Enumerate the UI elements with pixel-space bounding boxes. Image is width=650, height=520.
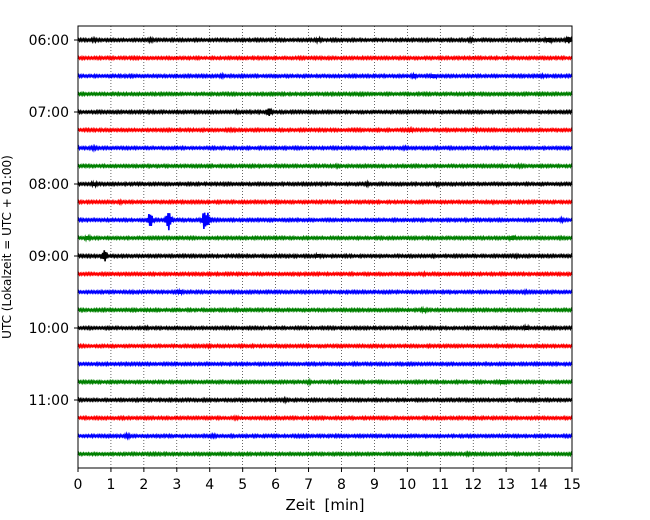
x-tick-label-15: 15 (563, 477, 581, 493)
trace-0645 (77, 90, 573, 98)
x-tick-label-7: 7 (304, 477, 313, 493)
x-tick-label-0: 0 (74, 477, 83, 493)
x-tick-label-4: 4 (205, 477, 214, 493)
trace-0845 (77, 233, 573, 243)
y-tick-label-0: 06:00 (29, 33, 69, 49)
y-axis-ticks: 06:00 07:00 08:00 09:00 10:00 11:00 (29, 33, 78, 409)
trace-1115 (77, 414, 573, 422)
x-tick-label-2: 2 (139, 477, 148, 493)
x-tick-label-13: 13 (497, 477, 515, 493)
trace-1015 (77, 342, 573, 350)
trace-0900 (77, 250, 573, 262)
x-tick-label-11: 11 (431, 477, 449, 493)
x-tick-label-9: 9 (370, 477, 379, 493)
y-tick-label-1: 07:00 (29, 105, 69, 121)
trace-0800 (77, 179, 573, 189)
trace-0600 (77, 35, 573, 45)
trace-0930 (77, 287, 573, 297)
x-tick-label-5: 5 (238, 477, 247, 493)
trace-0715 (77, 125, 573, 135)
trace-1145 (77, 450, 573, 459)
x-tick-label-8: 8 (337, 477, 346, 493)
trace-0945 (77, 305, 573, 315)
trace-1045 (77, 377, 573, 387)
y-tick-label-4: 10:00 (29, 321, 69, 337)
trace-1100 (77, 395, 573, 405)
trace-0630 (77, 71, 573, 81)
trace-1130 (77, 431, 573, 441)
y-tick-label-5: 11:00 (29, 393, 69, 409)
x-tick-label-10: 10 (398, 477, 416, 493)
y-tick-label-3: 09:00 (29, 249, 69, 265)
trace-0830 (77, 212, 573, 231)
x-axis-ticks: 0 1 2 3 4 5 6 7 8 9 10 11 12 13 14 15 (74, 468, 581, 493)
trace-0815 (77, 198, 573, 207)
x-tick-label-6: 6 (271, 477, 280, 493)
trace-1000 (77, 323, 573, 332)
y-tick-label-2: 08:00 (29, 177, 69, 193)
x-tick-label-3: 3 (172, 477, 181, 493)
plot-frame (77, 25, 573, 469)
trace-0745 (77, 161, 573, 170)
trace-0700 (77, 107, 573, 116)
x-tick-label-1: 1 (106, 477, 115, 493)
x-tick-label-12: 12 (464, 477, 482, 493)
x-tick-label-14: 14 (530, 477, 548, 493)
y-axis-label: UTC (Lokalzeit = UTC + 01:00) (0, 155, 14, 339)
trace-0615 (77, 54, 573, 62)
trace-0915 (77, 270, 573, 278)
trace-0730 (77, 143, 573, 153)
seismogram-traces (77, 35, 573, 459)
x-axis-label: Zeit [min] (285, 496, 364, 514)
trace-1030 (77, 360, 573, 368)
